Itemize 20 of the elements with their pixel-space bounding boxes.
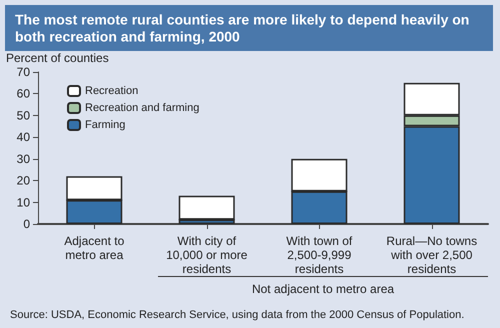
bar [178, 196, 235, 220]
source-note: Source: USDA, Economic Research Service, using data from the 2000 Census of Population. [10, 309, 464, 321]
x-tick-label: Rural—No towns with over 2,500 residents [386, 234, 478, 276]
y-tick-label: 70 [16, 65, 30, 79]
x-tick-label: With town of 2,500-9,999 residents [286, 234, 353, 276]
y-tick-label: 60 [16, 86, 30, 101]
y-tick-label: 0 [23, 217, 30, 231]
y-axis-title: Percent of counties [6, 51, 109, 65]
legend-label: Recreation [85, 85, 138, 97]
text: Not adjacent to metro area [252, 282, 394, 296]
y-tick-label: 50 [16, 108, 30, 122]
y-tick-label: 40 [16, 130, 30, 144]
y-tick-label: 20 [16, 174, 30, 188]
x-tick-label: Adjacent to metro area [64, 234, 125, 262]
legend-label: Farming [85, 119, 126, 131]
y-tick-label: 10 [16, 195, 30, 210]
x-tick-label: With city of 10,000 or more residents [166, 234, 248, 276]
y-tick-label: 30 [16, 152, 30, 166]
chart-title: The most remote rural counties are more likely to depend heavily on both recreation and farming, 2000 [15, 12, 474, 44]
legend-label: Recreation and farming [85, 102, 200, 114]
